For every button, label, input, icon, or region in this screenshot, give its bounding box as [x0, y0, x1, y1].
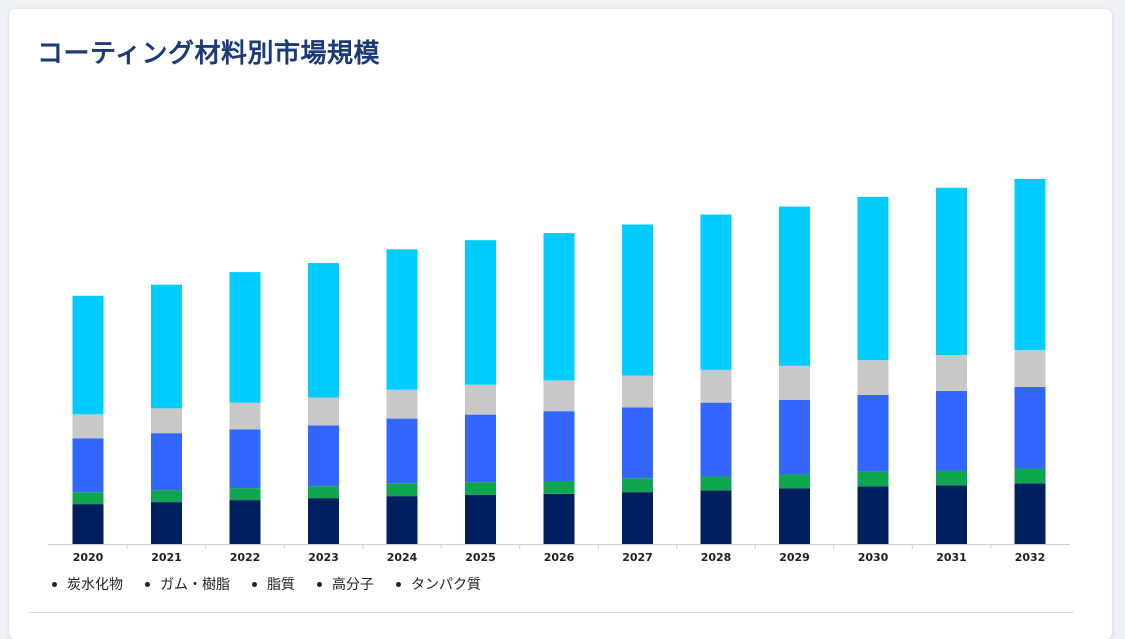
bar-segment — [936, 390, 967, 471]
bar-segment — [151, 490, 182, 503]
bar-segment — [700, 490, 732, 544]
bar-segment — [151, 408, 182, 434]
x-tick-label: 2022 — [230, 551, 261, 564]
bar-segment — [72, 295, 104, 415]
bar-segment — [936, 355, 967, 391]
legend-label: ガム・樹脂 — [160, 577, 230, 593]
bar-segment — [543, 233, 575, 381]
bar-segment — [779, 206, 810, 366]
bar-segment — [465, 414, 496, 483]
bar-segment — [229, 488, 261, 501]
bar-segment — [857, 394, 889, 472]
legend-label: 炭水化物 — [67, 577, 123, 593]
legend-bullet-icon — [317, 581, 322, 587]
bar-segment — [465, 384, 496, 415]
legend-bullet-icon — [52, 581, 57, 587]
bar-segment — [386, 496, 418, 544]
x-tick-label: 2027 — [622, 551, 653, 564]
bar-segment — [779, 474, 810, 489]
legend-label: 高分子 — [332, 577, 374, 593]
x-tick-label: 2026 — [544, 551, 575, 564]
legend-item-lipid: 脂質 — [252, 574, 295, 594]
chart-legend: 炭水化物 ガム・樹脂 脂質 高分子 タンパク質 — [52, 574, 481, 594]
bar-segment — [72, 492, 104, 505]
x-tick-label: 2025 — [465, 551, 496, 564]
bar-segment — [308, 425, 339, 487]
x-tick-label: 2020 — [73, 551, 104, 564]
bar-segment — [857, 196, 889, 361]
bar-segment — [229, 402, 261, 430]
bar-segment — [857, 486, 889, 544]
legend-bullet-icon — [396, 581, 401, 587]
legend-bullet-icon — [252, 581, 257, 587]
bar-segment — [543, 380, 575, 412]
x-tick-label: 2023 — [308, 551, 339, 564]
legend-label: タンパク質 — [411, 577, 481, 593]
bar-segment — [151, 284, 182, 409]
bar-segment — [386, 249, 418, 390]
bar-segment — [622, 492, 653, 544]
bar-segment — [622, 375, 653, 408]
legend-item-polymer: 高分子 — [317, 574, 374, 594]
bar-segment — [229, 272, 261, 403]
bar-segment — [465, 494, 496, 544]
legend-item-carbohydrate: 炭水化物 — [52, 574, 123, 594]
bar-segment — [72, 438, 104, 493]
legend-item-protein: タンパク質 — [396, 574, 481, 594]
bar-segment — [779, 365, 810, 400]
bar-segment — [936, 470, 967, 486]
bar-segment — [700, 476, 732, 491]
x-tick-label: 2024 — [387, 551, 418, 564]
bar-segment — [308, 397, 339, 426]
x-tick-label: 2030 — [858, 551, 889, 564]
page-title: コーティング材料別市場規模 — [37, 39, 380, 69]
x-tick-label: 2028 — [701, 551, 732, 564]
bar-segment — [1014, 483, 1046, 544]
bar-segment — [386, 389, 418, 419]
bar-segment — [700, 402, 732, 477]
bar-segment — [72, 414, 104, 439]
bar-segment — [622, 478, 653, 493]
legend-item-gum-resin: ガム・樹脂 — [145, 574, 230, 594]
bar-segment — [543, 481, 575, 494]
bar-segment — [308, 498, 339, 544]
bar-segment — [779, 399, 810, 475]
bar-segment — [936, 485, 967, 544]
bar-segment — [229, 429, 261, 489]
bar-segment — [857, 471, 889, 487]
bar-segment — [308, 486, 339, 499]
bar-segment — [779, 488, 810, 544]
bar-segment — [543, 493, 575, 544]
bar-segment — [1014, 468, 1046, 484]
bar-segment — [1014, 350, 1046, 387]
bar-segment — [622, 224, 653, 376]
bar-segment — [229, 500, 261, 544]
bar-segment — [700, 369, 732, 403]
bar-segment — [465, 240, 496, 385]
legend-label: 脂質 — [267, 577, 295, 593]
bar-segment — [386, 483, 418, 497]
x-tick-label: 2031 — [936, 551, 967, 564]
bar-segment — [151, 502, 182, 544]
bar-segment — [622, 407, 653, 479]
bar-segment — [857, 360, 889, 395]
bar-segment — [1014, 386, 1046, 469]
legend-bullet-icon — [145, 581, 150, 587]
divider — [28, 612, 1074, 613]
bar-segment — [151, 433, 182, 491]
x-tick-label: 2029 — [779, 551, 810, 564]
bar-segment — [308, 262, 339, 398]
bar-segment — [1014, 178, 1046, 351]
bar-segment — [465, 482, 496, 495]
bar-segment — [72, 504, 104, 544]
x-tick-label: 2032 — [1015, 551, 1046, 564]
bar-segment — [700, 214, 732, 370]
bar-segment — [936, 187, 967, 356]
bar-segment — [386, 418, 418, 484]
x-tick-label: 2021 — [151, 551, 182, 564]
bar-segment — [543, 411, 575, 482]
